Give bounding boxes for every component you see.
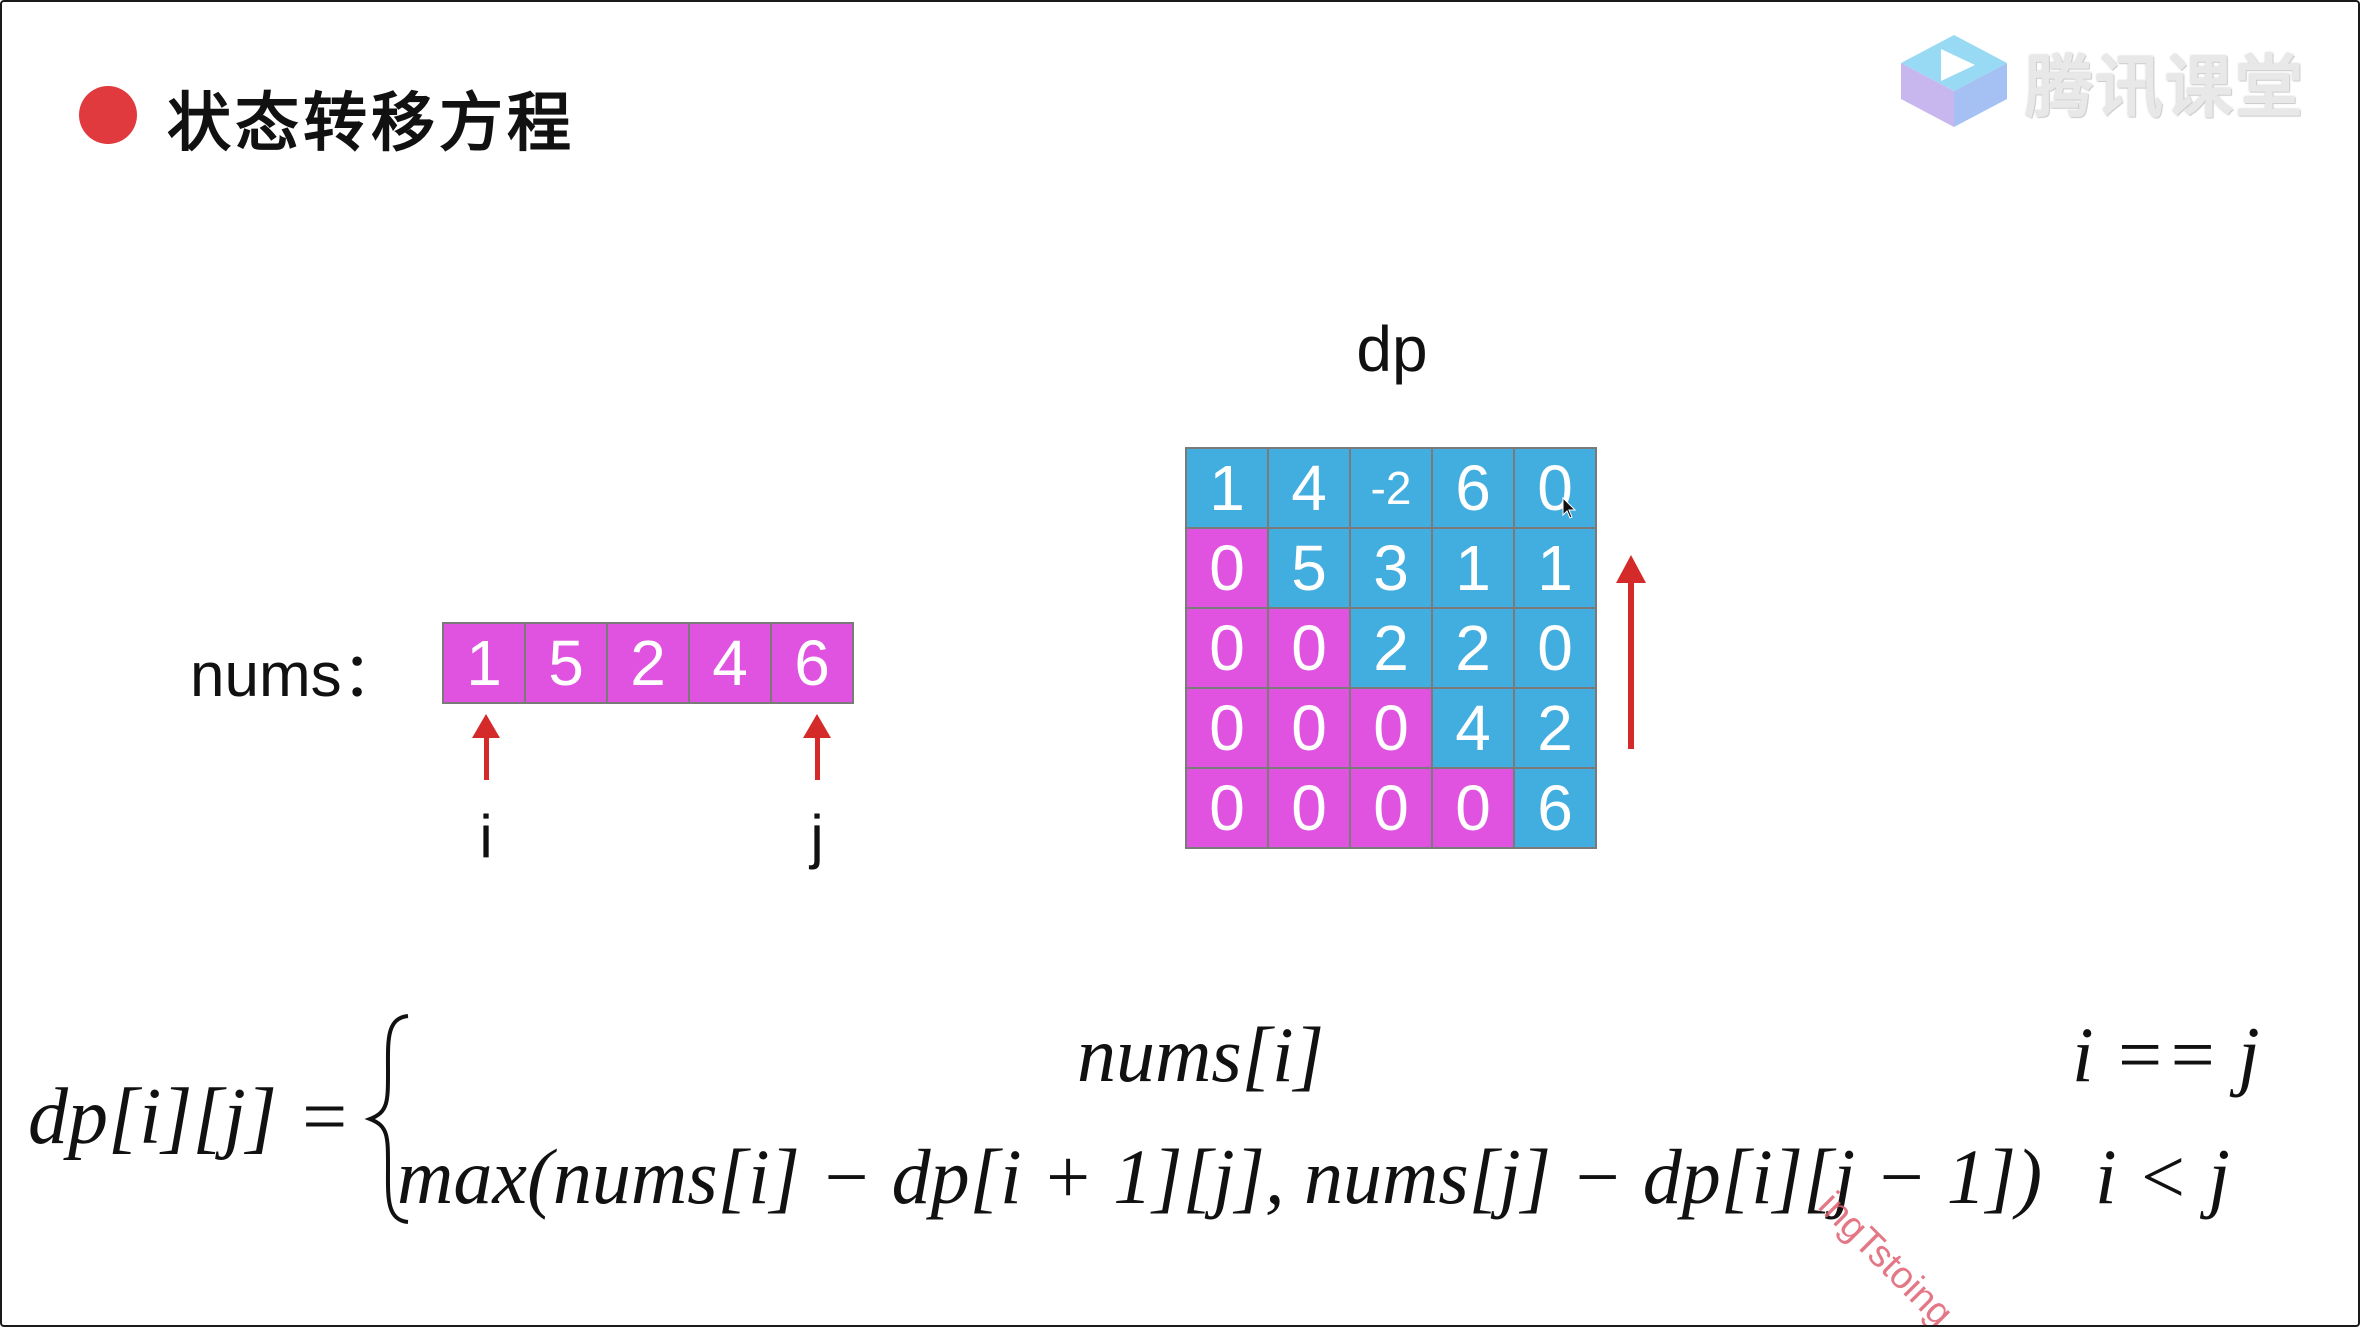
- dp-cell: 3: [1351, 529, 1431, 607]
- dp-cell: 0: [1351, 689, 1431, 767]
- nums-cell: 5: [524, 624, 606, 702]
- brand-watermark: 腾讯课堂: [1897, 26, 2305, 136]
- nums-cell: 1: [444, 624, 524, 702]
- dp-cell: 4: [1269, 449, 1349, 527]
- dp-title: dp: [1356, 313, 1428, 385]
- dp-cell: 0: [1269, 769, 1349, 847]
- case2-condition: i < j: [2095, 1133, 2230, 1220]
- dp-cell: 0: [1269, 689, 1349, 767]
- case1-expression: nums[i]: [1077, 1011, 1325, 1098]
- case1-condition: i == j: [2072, 1011, 2260, 1098]
- nums-cell: 2: [606, 624, 688, 702]
- dp-cell: 6: [1433, 449, 1513, 527]
- fill-direction-up-arrow-icon: [1616, 555, 1646, 749]
- dp-cell: -2: [1351, 449, 1431, 527]
- pointer-i-label: i: [479, 803, 493, 870]
- dp-cell: 0: [1187, 609, 1267, 687]
- pointer-i-arrow-icon: [472, 714, 500, 780]
- dp-cell: 0: [1187, 689, 1267, 767]
- slide-title: 状态转移方程: [167, 86, 575, 161]
- pointer-j-label: j: [810, 803, 824, 870]
- tencent-classroom-logo-icon: [1901, 35, 2007, 127]
- nums-cell: 6: [770, 624, 852, 702]
- nums-cell: 4: [688, 624, 770, 702]
- dp-cell: 0: [1515, 449, 1595, 527]
- dp-cell: 1: [1433, 529, 1513, 607]
- dp-cell: 0: [1433, 769, 1513, 847]
- dp-cell: 0: [1187, 769, 1267, 847]
- mouse-cursor-icon: [1562, 497, 1576, 519]
- case2-expression: max(nums[i] − dp[i + 1][j], nums[j] − dp…: [397, 1133, 2043, 1220]
- dp-cell: 1: [1515, 529, 1595, 607]
- dp-cell: 5: [1269, 529, 1349, 607]
- dp-cell: 2: [1351, 609, 1431, 687]
- brand-name: 腾讯课堂: [2025, 48, 2306, 128]
- dp-cell: 1: [1187, 449, 1267, 527]
- dp-cell: 2: [1433, 609, 1513, 687]
- dp-table: 1 4 -2 6 0 0 5 3 1 1 0 0 2 2 0 0 0 0 4 2 0 0 0 0 6: [1185, 447, 1597, 849]
- pointer-j-arrow-icon: [803, 714, 831, 780]
- dp-cell: 0: [1515, 609, 1595, 687]
- dp-cell: 6: [1515, 769, 1595, 847]
- dp-cell: 4: [1433, 689, 1513, 767]
- dp-cell: 2: [1515, 689, 1595, 767]
- dp-cell: 0: [1269, 609, 1349, 687]
- dp-cell: 0: [1187, 529, 1267, 607]
- formula-lhs: dp[i][j] =: [28, 1073, 351, 1161]
- dp-cell: 0: [1351, 769, 1431, 847]
- nums-label: nums：: [190, 641, 404, 710]
- title-bullet: [79, 86, 137, 144]
- left-brace-icon: [364, 1014, 409, 1224]
